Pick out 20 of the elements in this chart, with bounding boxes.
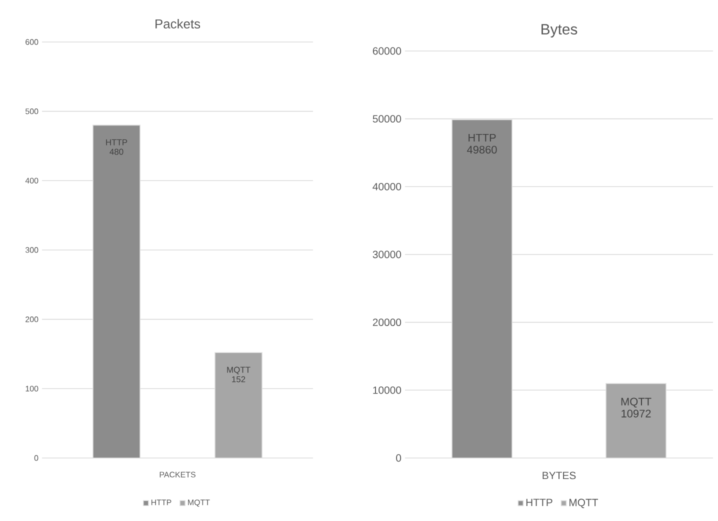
y-tick-label: 0: [396, 454, 402, 462]
y-tick-label: 30000: [372, 250, 402, 258]
text: HTTP: [106, 139, 128, 146]
data-label: 152: [232, 376, 246, 382]
y-tick-label: 20000: [372, 318, 402, 326]
text: MQTT: [227, 366, 250, 374]
data-label: 10972: [622, 410, 651, 418]
y-tick-label: 40000: [372, 182, 402, 190]
y-tick-label: 10000: [373, 386, 402, 394]
text: HTTP: [468, 134, 496, 142]
data-label: 49860: [467, 146, 497, 154]
x-tick-label: BYTES: [542, 472, 576, 480]
y-tick-label: 60000: [372, 47, 402, 55]
text: MQTT: [621, 398, 652, 408]
chart-title: Bytes: [542, 24, 578, 38]
legend-label: HTTP: [526, 498, 552, 506]
y-tick-label: 50000: [372, 115, 402, 123]
legend-label: MQTT: [570, 498, 598, 508]
data-label: 480: [110, 148, 124, 155]
chart-title: Packets: [156, 18, 200, 28]
